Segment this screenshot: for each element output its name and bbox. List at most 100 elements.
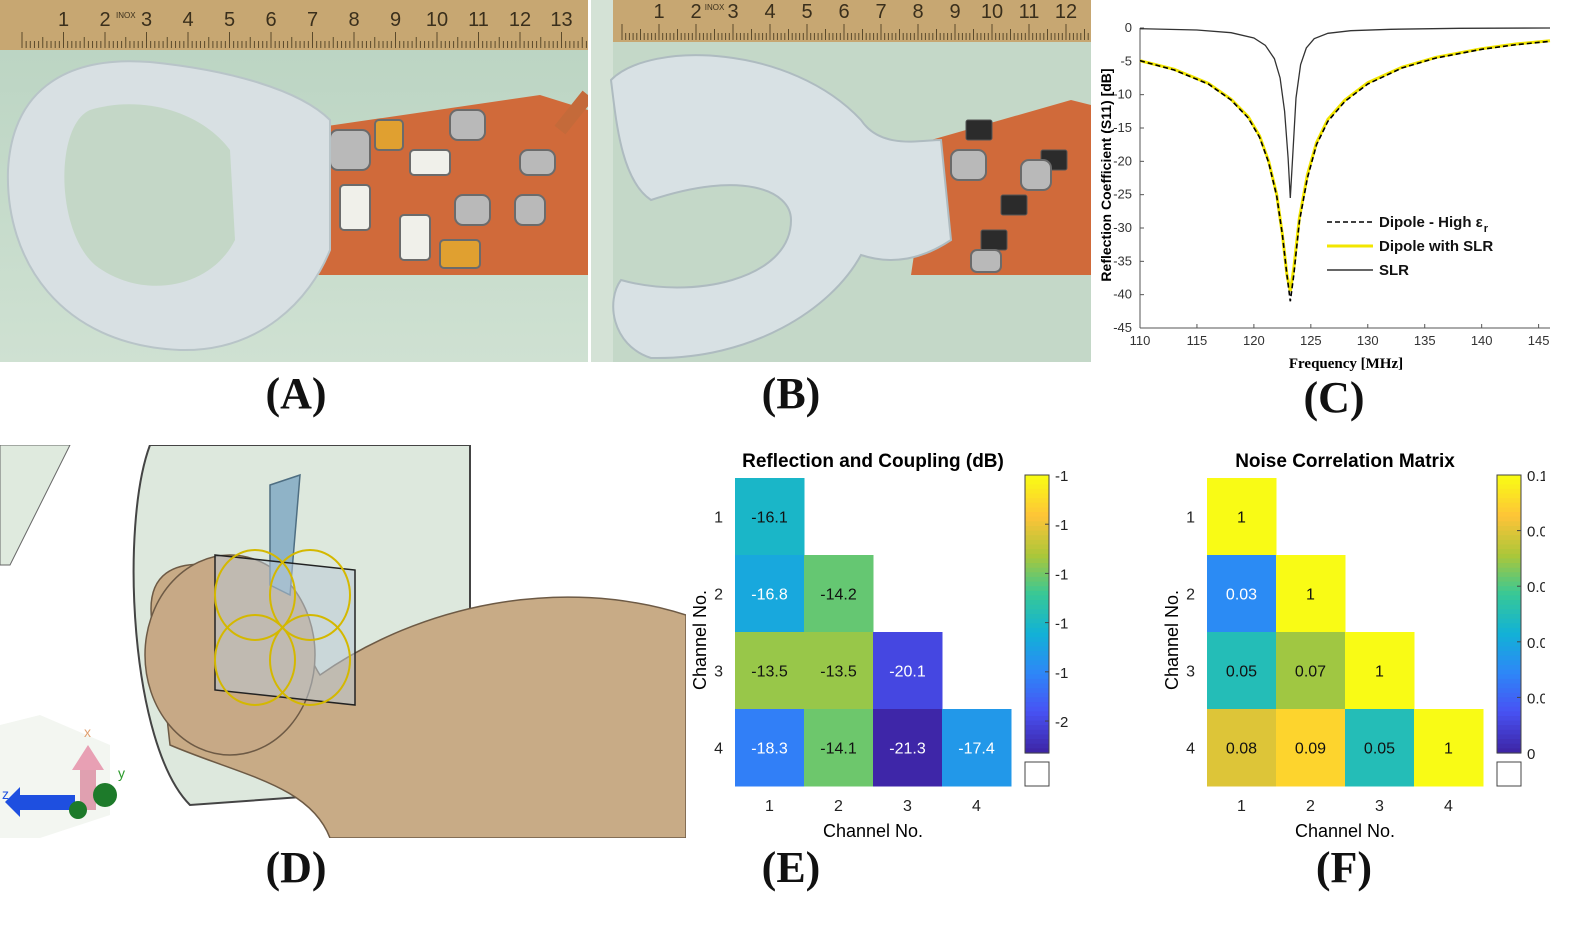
heatmap-cell-value: -14.2 — [820, 587, 857, 604]
ruler — [0, 0, 588, 50]
colorbar-segment — [1497, 720, 1521, 726]
colorbar-segment — [1025, 688, 1049, 694]
colorbar-segment — [1025, 475, 1049, 481]
colorbar-segment — [1025, 590, 1049, 597]
y-tick-label: 3 — [714, 664, 723, 681]
colorbar-segment — [1025, 502, 1049, 509]
noise-correlation-heatmap: Noise Correlation Matrix 1 0.03 1 0.05 0.07 1… — [1162, 451, 1545, 840]
colorbar-segment — [1497, 544, 1521, 550]
heatmap-cell-value: -16.1 — [751, 510, 788, 527]
colorbar-tick-label: -12 — [1055, 517, 1068, 534]
ruler-number: 8 — [912, 1, 923, 23]
y-tick-label: -25 — [1113, 187, 1132, 202]
ruler-number: 12 — [509, 9, 531, 31]
colorbar-segment — [1025, 646, 1049, 652]
label-e: (E) — [761, 843, 821, 892]
x-tick-label: 1 — [1237, 798, 1246, 815]
colorbar-segment — [1025, 669, 1049, 675]
ruler-number: 6 — [838, 1, 849, 23]
colorbar-segment — [1025, 507, 1049, 513]
ruler-number: 7 — [875, 1, 886, 23]
colorbar-tick-label: -10 — [1055, 468, 1068, 485]
colorbar-segment — [1497, 586, 1521, 592]
ruler-brand: INOX — [116, 11, 136, 20]
heatmap-cell-value: 0.09 — [1295, 741, 1326, 758]
colorbar-segment — [1497, 549, 1521, 555]
colorbar-tick-label: -18 — [1055, 665, 1068, 682]
ruler-number: 10 — [981, 1, 1003, 23]
colorbar-segment — [1497, 678, 1521, 685]
colorbar-nan-box — [1496, 761, 1522, 787]
colorbar-segment — [1497, 646, 1521, 652]
colorbar-segment — [1497, 734, 1521, 740]
y-axis-label: Channel No. — [1162, 590, 1182, 690]
s11-chart: 110 115 120 125 130 135 140 145 0 -5 -10 -15 -20 -25 -… — [1098, 20, 1551, 372]
x-tick-label: 1 — [765, 798, 774, 815]
colorbar-segment — [1497, 539, 1521, 546]
x-axis-label: Channel No. — [1295, 821, 1395, 840]
heatmap-cell-value: -17.4 — [958, 741, 995, 758]
ruler-number: 4 — [182, 9, 193, 31]
ruler-number: 2 — [690, 1, 701, 23]
x-axis-label: Frequency [MHz] — [1289, 356, 1403, 372]
colorbar-segment — [1497, 739, 1521, 745]
colorbar-segment — [1025, 655, 1049, 661]
heatmap-cell-value: 0.03 — [1226, 587, 1257, 604]
label-f: (F) — [1315, 843, 1373, 892]
label-d: (D) — [265, 843, 327, 892]
ruler-number: 3 — [727, 1, 738, 23]
colorbar-segment — [1497, 702, 1521, 708]
colorbar-segment — [1025, 586, 1049, 592]
x-tick-label: 3 — [903, 798, 912, 815]
heatmap-cell — [1207, 555, 1277, 633]
ruler-number: 4 — [764, 1, 775, 23]
colorbar-segment — [1497, 729, 1521, 736]
heatmap-cell — [873, 709, 943, 787]
ruler-number: 10 — [426, 9, 448, 31]
axis-x-label: x — [84, 724, 91, 740]
colorbar-segment — [1025, 678, 1049, 685]
colorbar-segment — [1497, 660, 1521, 666]
colorbar-segment — [1497, 484, 1521, 490]
colorbar-segment — [1025, 558, 1049, 564]
solder-components — [329, 109, 556, 269]
colorbar-segment — [1025, 674, 1049, 680]
colorbar-segment — [1025, 664, 1049, 671]
colorbar-segment — [1025, 530, 1049, 536]
colorbar-segment — [1497, 479, 1521, 485]
y-tick-label: -20 — [1113, 153, 1132, 168]
colorbar-frame — [1024, 474, 1050, 754]
colorbar-segment — [1025, 725, 1049, 731]
y-axis-label: Reflection Coefficient (S11) [dB] — [1098, 68, 1114, 281]
legend-label: Dipole - High ε — [1379, 214, 1483, 231]
series-line-2 — [1139, 27, 1551, 199]
x-axis-label: Channel No. — [823, 821, 923, 840]
y-tick-label: -40 — [1113, 287, 1132, 302]
colorbar-segment — [1025, 604, 1049, 610]
x-tick-label: 135 — [1414, 333, 1436, 348]
ruler-number: 3 — [141, 9, 152, 31]
render-d: x y z — [0, 445, 686, 838]
colorbar-segment — [1025, 609, 1049, 615]
heatmap-cell-value: 1 — [1375, 664, 1384, 681]
colorbar-segment — [1025, 627, 1049, 634]
colorbar-segment — [1497, 674, 1521, 680]
colorbar-frame — [1496, 474, 1522, 754]
colorbar-segment — [1497, 711, 1521, 717]
y-tick-label: -45 — [1113, 320, 1132, 335]
colorbar-segment — [1025, 544, 1049, 550]
x-tick-label: 4 — [972, 798, 981, 815]
heatmap-cell-value: -14.1 — [820, 741, 857, 758]
colorbar-segment — [1025, 706, 1049, 712]
y-tick-label: 4 — [1186, 741, 1195, 758]
colorbar-segment — [1497, 651, 1521, 657]
heatmap-cell-value: 0.07 — [1295, 664, 1326, 681]
x-tick-label: 120 — [1243, 333, 1265, 348]
colorbar-segment — [1025, 539, 1049, 546]
pcb — [911, 100, 1091, 275]
series-line-0 — [1139, 40, 1551, 302]
colorbar-segment — [1025, 549, 1049, 555]
y-tick-label: -10 — [1113, 87, 1132, 102]
